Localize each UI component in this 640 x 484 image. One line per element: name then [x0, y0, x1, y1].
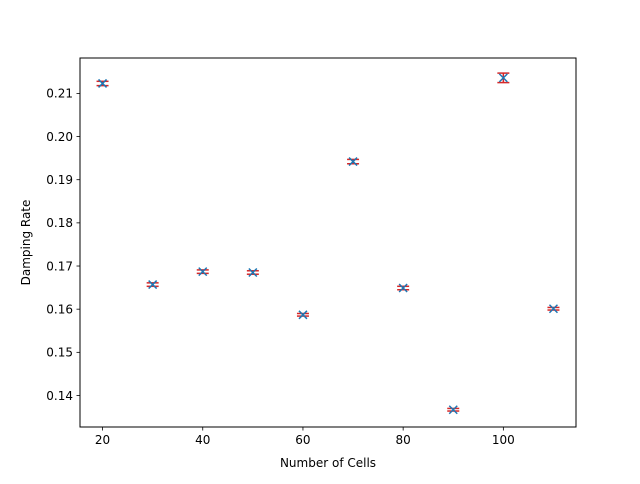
x-tick-label: 20 [95, 433, 110, 447]
x-tick-label: 40 [195, 433, 210, 447]
y-axis-label: Damping Rate [19, 200, 33, 286]
plot-area-frame [79, 57, 577, 428]
y-tick-label: 0.18 [46, 216, 73, 230]
x-tick-label: 80 [396, 433, 411, 447]
data-point-marker [298, 310, 308, 320]
data-point-marker [248, 267, 258, 278]
data-point-marker [98, 78, 108, 88]
y-tick-label: 0.19 [46, 173, 73, 187]
y-tick-label: 0.17 [46, 259, 73, 273]
data-point-marker [148, 280, 158, 290]
y-axis-ticks: 0.14 0.15 0.16 0.17 0.18 0.19 0.20 0.21 [46, 87, 80, 403]
y-tick-label: 0.20 [46, 130, 73, 144]
data-point-marker [498, 73, 508, 83]
x-tick-label: 100 [492, 433, 515, 447]
x-tick-label: 60 [295, 433, 310, 447]
y-tick-label: 0.15 [46, 346, 73, 360]
data-point-marker [348, 157, 358, 167]
y-tick-label: 0.14 [46, 389, 73, 403]
data-point-marker [548, 304, 558, 314]
plot-area-background [80, 58, 576, 427]
data-point-marker [448, 405, 458, 415]
y-tick-label: 0.16 [46, 302, 73, 316]
y-tick-label: 0.21 [46, 87, 73, 101]
x-axis-label: Number of Cells [280, 456, 376, 470]
data-marks [96, 72, 560, 415]
x-axis-ticks: 20 40 60 80 100 [95, 427, 515, 447]
data-point-marker [198, 267, 208, 277]
data-point-marker [398, 283, 408, 293]
